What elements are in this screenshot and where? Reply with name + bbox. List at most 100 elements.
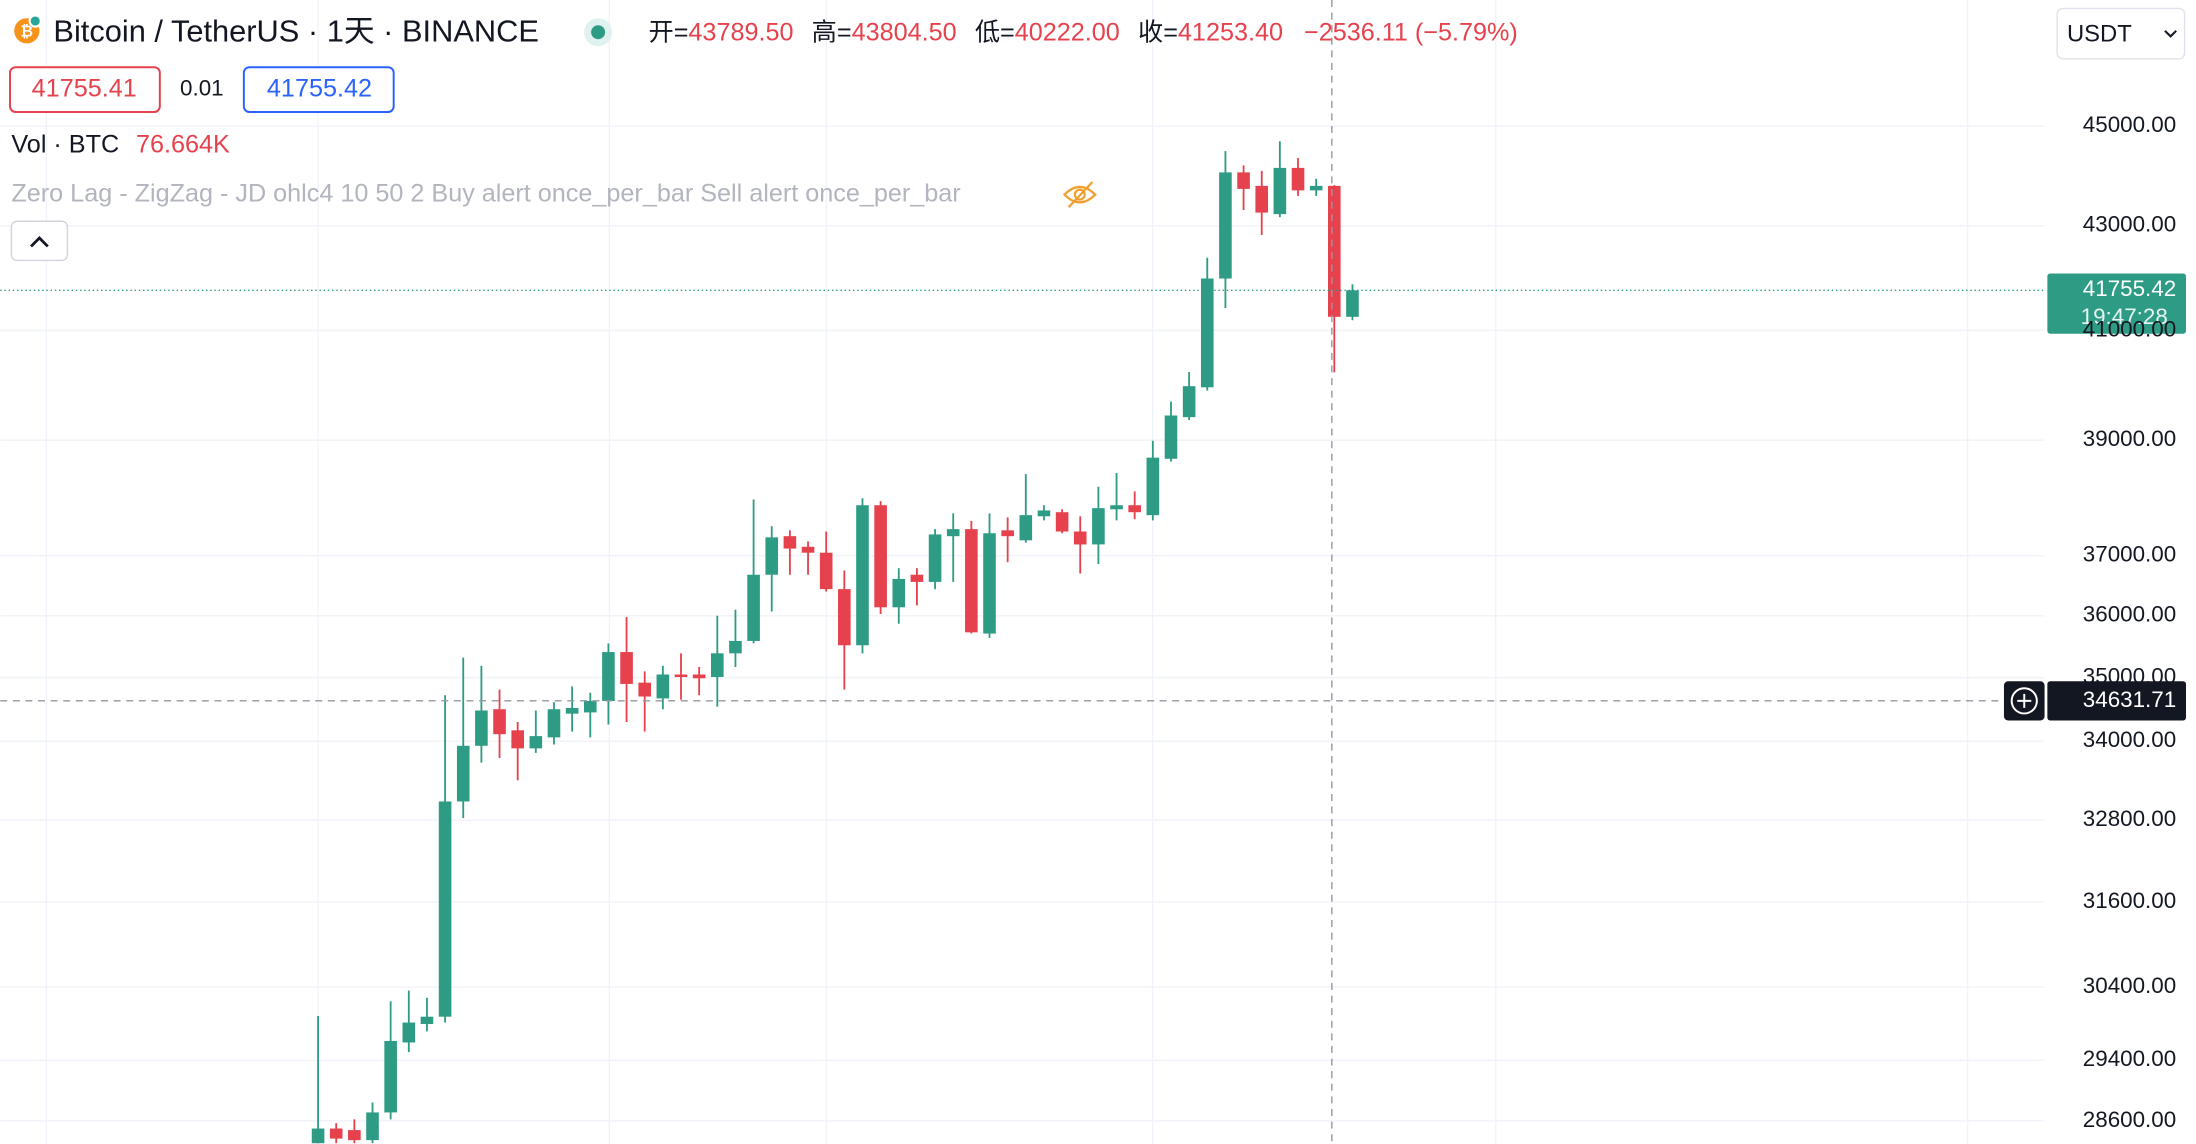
candle-body (1146, 457, 1160, 516)
candle-body (348, 1130, 361, 1141)
y-tick-label: 39000.00 (2083, 426, 2176, 451)
ohlc-label: 低= (975, 18, 1015, 46)
candle-body (1128, 505, 1141, 513)
sell-button[interactable] (9, 66, 161, 113)
current-price-badge (2047, 273, 2186, 334)
candle-body (656, 674, 670, 699)
candle-body (1255, 185, 1269, 213)
y-tick-label: 43000.00 (2083, 212, 2176, 237)
ohlc-value: 43789.50 (688, 18, 793, 46)
candle-body (856, 505, 869, 646)
y-tick-label: 34000.00 (2083, 727, 2176, 752)
candle-body (583, 700, 597, 713)
candle-body (565, 707, 579, 714)
candle-body (456, 745, 470, 802)
candle-body (1182, 386, 1196, 418)
ohlc-label: 高= (812, 18, 852, 46)
buy-button[interactable] (242, 66, 395, 113)
candle-body (1291, 167, 1305, 191)
market-status[interactable] (591, 25, 606, 40)
y-tick-label: 29400.00 (2083, 1046, 2176, 1071)
candle-body (529, 736, 543, 749)
y-tick-label: 45000.00 (2083, 112, 2176, 137)
y-tick-label: 41000.00 (2083, 316, 2176, 341)
ohlc-value: 43804.50 (852, 18, 957, 46)
candle-body (547, 709, 561, 738)
candle-body (874, 505, 887, 608)
symbol-title[interactable]: Bitcoin / TetherUS · 1天 · BINANCE (53, 14, 538, 49)
time-grid (45, 0, 1969, 1144)
candle-body (438, 801, 452, 1017)
crosshair-price-badge (2047, 681, 2186, 721)
y-tick-label: 28600.00 (2083, 1107, 2176, 1132)
ask-price: 41755.42 (267, 74, 372, 102)
indicator-legend[interactable]: Zero Lag - ZigZag - JD ohlc4 10 50 2 Buy… (11, 179, 960, 207)
candle-body (311, 1128, 325, 1144)
candle-body (1019, 515, 1033, 541)
candle-body (928, 534, 942, 582)
candle-body (1237, 172, 1250, 189)
candle-body (1309, 185, 1323, 191)
candle-body (1110, 505, 1123, 510)
candle-body (729, 640, 742, 654)
candle-body (1073, 531, 1087, 545)
candle-body (1219, 172, 1232, 279)
currency-label: USDT (2067, 20, 2132, 47)
y-tick-label: 36000.00 (2083, 602, 2176, 627)
candle-body (910, 574, 924, 582)
coin-glyph: ₿ (21, 23, 34, 40)
ohlc-value: 41253.40 (1178, 18, 1283, 46)
collapse-button[interactable] (10, 220, 69, 262)
currency-select[interactable] (2056, 7, 2186, 60)
y-tick-label: 31600.00 (2083, 888, 2176, 913)
candle-body (1001, 530, 1014, 537)
candle-body (1037, 510, 1051, 517)
candle-body (674, 674, 688, 678)
candles (311, 141, 1359, 1144)
ohlc-label: 开= (649, 18, 689, 46)
spread: 0.01 (180, 76, 224, 101)
candle-body (1092, 508, 1105, 545)
candle-body (819, 552, 833, 590)
candle-body (402, 1022, 416, 1043)
candle-body (638, 682, 652, 697)
candle-body (420, 1016, 434, 1025)
candle-body (783, 536, 797, 549)
candle-body (892, 578, 906, 608)
candle-body (801, 546, 815, 553)
y-tick-label: 35000.00 (2083, 664, 2176, 689)
chevron-down (2164, 30, 2177, 38)
pair-icon (28, 14, 42, 28)
ohlc-legend: 开=43789.50 高=43804.50 低=40222.00 收=41253… (649, 18, 1518, 46)
candle-body (838, 589, 851, 646)
price-axis: 45000.00 43000.00 41000.00 39000.00 37000.00… (2083, 112, 2176, 1132)
candle-body (1164, 415, 1178, 459)
hidden-eye-icon[interactable] (1062, 181, 1097, 209)
volume-label: Vol · BTC (11, 130, 119, 158)
candle-body (384, 1040, 397, 1113)
volume-value: 76.664K (136, 130, 230, 158)
countdown-label: 19:47:28 (2081, 304, 2168, 329)
crosshair-price-label: 34631.71 (2083, 687, 2176, 712)
candle-body (1346, 290, 1359, 317)
price-change: −2536.11 (−5.79%) (1304, 18, 1518, 46)
candle-body (765, 537, 779, 575)
ohlc-value: 40222.00 (1015, 18, 1120, 46)
candle-body (747, 574, 760, 641)
chevron-up (30, 236, 49, 248)
price-grid (0, 125, 2045, 1122)
candle-body (946, 529, 960, 537)
bid-price: 41755.41 (32, 74, 137, 102)
y-tick-label: 30400.00 (2083, 973, 2176, 998)
candle-body (475, 710, 488, 746)
y-tick-label: 32800.00 (2083, 806, 2176, 831)
candle-body (329, 1128, 343, 1139)
candle-body (1200, 278, 1214, 388)
candle-body (493, 709, 506, 735)
candle-body (692, 674, 706, 679)
y-tick-label: 37000.00 (2083, 542, 2176, 567)
